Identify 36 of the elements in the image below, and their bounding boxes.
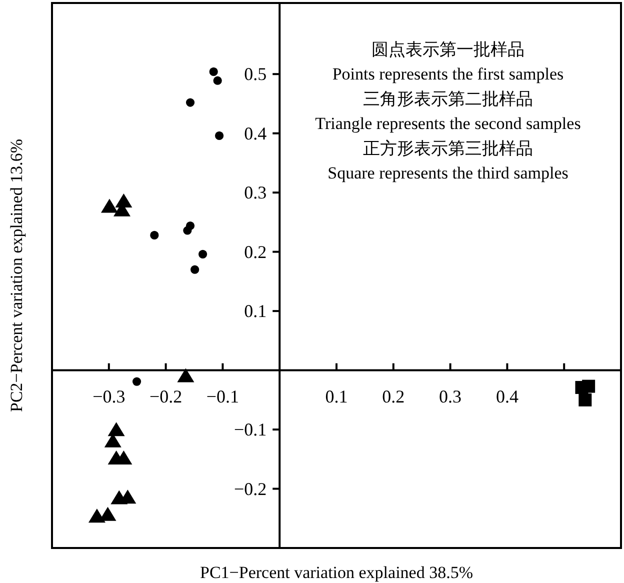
y-tick-label: 0.1 bbox=[244, 301, 267, 322]
point bbox=[214, 131, 224, 140]
x-tick-label: 0.2 bbox=[382, 386, 405, 406]
y-tick-label: 0.5 bbox=[244, 64, 267, 84]
point bbox=[150, 230, 159, 240]
annotation: 三角形表示第二批样品 bbox=[363, 89, 533, 108]
point bbox=[190, 265, 200, 274]
point bbox=[183, 226, 192, 235]
point bbox=[198, 250, 208, 258]
annotation: Square represents the third samples bbox=[328, 164, 568, 182]
y-tick-label: −0.2 bbox=[234, 478, 267, 499]
x-axis-title: PC1−Percent variation explained 38.5% bbox=[200, 563, 474, 582]
y-tick-label: −0.1 bbox=[234, 420, 267, 440]
annotation: 正方形表示第三批样品 bbox=[363, 138, 533, 158]
y-tick-label: 0.3 bbox=[244, 182, 267, 203]
y-tick-label: 0.4 bbox=[244, 123, 267, 144]
annotation: Points represents the first samples bbox=[332, 64, 564, 84]
x-tick-label: −0.3 bbox=[92, 386, 126, 406]
y-axis-title: PC2−Percent variation explained 13.6% bbox=[7, 138, 26, 412]
x-tick-label: −0.2 bbox=[149, 386, 182, 406]
point bbox=[100, 198, 118, 213]
point bbox=[209, 67, 218, 76]
annotation: Triangle represents the second samples bbox=[315, 114, 581, 134]
point bbox=[213, 76, 222, 85]
point bbox=[582, 380, 596, 393]
y-tick-label: 0.2 bbox=[244, 242, 267, 262]
point bbox=[578, 393, 592, 406]
x-tick-label: 0.4 bbox=[496, 386, 518, 406]
x-tick-label: 0.3 bbox=[439, 386, 462, 406]
point bbox=[177, 368, 194, 382]
point bbox=[108, 422, 125, 436]
x-tick-label: 0.1 bbox=[325, 386, 348, 406]
x-tick-label: −0.1 bbox=[206, 386, 240, 406]
point bbox=[186, 98, 195, 107]
point bbox=[132, 377, 142, 386]
annotation: 圆点表示第一批样品 bbox=[372, 40, 524, 59]
